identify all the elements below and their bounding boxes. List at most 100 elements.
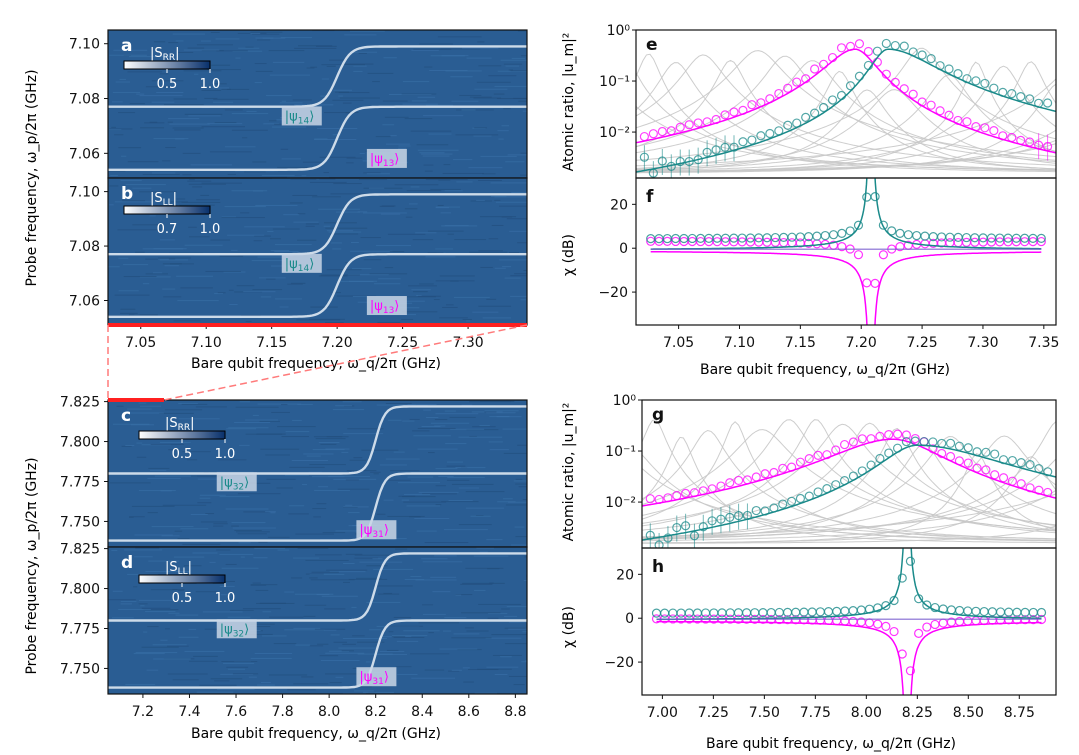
- ytick-b-2: 7.10: [69, 185, 100, 201]
- atomic-g-point-magenta: [839, 439, 850, 450]
- left-top-ylabel: Probe frequency, ω_p/2π (GHz): [24, 69, 40, 286]
- atomic-g-point-magenta: [831, 445, 841, 455]
- chi-h-point-teal: [651, 608, 662, 618]
- ytick-f-0: −20: [598, 285, 628, 301]
- atomic-g-point-magenta: [742, 475, 753, 485]
- ytick-h-1: 0: [625, 611, 634, 627]
- atomic-g-point-teal: [866, 460, 876, 470]
- chi-f-point-teal: [912, 230, 922, 241]
- atomic-e-point-magenta: [810, 64, 820, 74]
- chi-h-point-teal: [840, 606, 850, 616]
- atomic-e-point-magenta: [962, 117, 972, 127]
- atomic-e-point-magenta: [1034, 140, 1044, 150]
- chi-f-point-teal: [870, 192, 880, 202]
- chi-h-point-magenta: [922, 622, 932, 632]
- ytick-b-0: 7.06: [69, 294, 100, 310]
- atomic-e-point-magenta: [783, 83, 793, 93]
- atomic-e-plot: [636, 38, 1056, 178]
- atomic-g-point-magenta: [769, 467, 779, 478]
- atomic-g-point-magenta: [848, 437, 859, 447]
- atomic-e-point-teal: [890, 40, 900, 51]
- atomic-e-point-teal: [657, 156, 667, 166]
- atomic-g-point-magenta: [937, 448, 947, 459]
- colorbar-c-tick-0: 0.5: [172, 447, 193, 462]
- left-top-xlabel: Bare qubit frequency, ω_q/2π (GHz): [191, 356, 441, 372]
- atomic-g-point-magenta: [945, 451, 956, 462]
- chi-h-points-teal: [651, 556, 1047, 618]
- heatmap-d-frame: [107, 546, 528, 695]
- xtick-h-0: 7.00: [647, 705, 678, 721]
- atomic-e-points-magenta: [639, 39, 1053, 161]
- atomic-e-point-teal: [684, 156, 694, 167]
- ytick-d-1: 7.775: [60, 621, 100, 637]
- xtick-d-8: 8.8: [504, 704, 526, 720]
- atomic-g-point-teal: [804, 491, 814, 501]
- atomic-e-point-magenta: [935, 106, 945, 116]
- ytick-a-1: 7.08: [69, 92, 100, 108]
- chi-h-point-magenta: [979, 615, 989, 626]
- atomic-g-points-magenta: [645, 429, 1053, 505]
- atomic-g-point-magenta: [804, 453, 814, 464]
- atomic-g-point-teal: [716, 514, 726, 524]
- svg-text:|ψ32⟩: |ψ32⟩: [220, 622, 250, 639]
- colorbar-c-title: |SRR|: [165, 416, 195, 433]
- atomic-e-point-magenta: [989, 126, 999, 136]
- svg-text:|ψ31⟩: |ψ31⟩: [359, 670, 389, 687]
- atomic-e-point-teal: [971, 76, 981, 86]
- svg-text:|ψ14⟩: |ψ14⟩: [285, 109, 315, 126]
- atomic-g-point-teal: [919, 436, 929, 447]
- atomic-e-point-magenta: [881, 69, 891, 79]
- atomic-e-point-magenta: [971, 122, 981, 132]
- chi-h-point-teal: [815, 607, 825, 617]
- atomic-g-point-magenta: [866, 434, 876, 444]
- atomic-g-point-magenta: [963, 458, 973, 468]
- ytick-c-2: 7.800: [60, 435, 100, 451]
- atomic-g-point-teal: [760, 506, 770, 516]
- chi-f-point-teal: [853, 220, 864, 230]
- chi-ylabel-bottom: χ (dB): [561, 606, 577, 648]
- xtick-f-0: 7.05: [663, 335, 694, 351]
- atomic-e-point-magenta: [666, 126, 676, 136]
- panel-letter-d: d: [121, 553, 133, 573]
- ytick-d-0: 7.750: [60, 661, 100, 677]
- atomic-g-point-magenta: [645, 494, 655, 504]
- atomic-e-points-teal: [639, 38, 1053, 178]
- xtick-b-3: 7.20: [322, 335, 353, 351]
- atomic-g-point-magenta: [813, 450, 823, 460]
- atomic-e-point-teal: [989, 83, 999, 93]
- atomic-g-point-teal: [848, 471, 859, 481]
- chi-h-point-teal: [684, 608, 694, 618]
- panel-e: e 10⁻² 10⁻¹ 10⁰: [599, 23, 1057, 179]
- atomic-e-point-teal: [1007, 89, 1017, 99]
- ytick-f-2: 20: [610, 197, 628, 213]
- heatmap-d-branch-upper: [108, 552, 527, 622]
- chi-f-point-magenta: [853, 250, 864, 260]
- atomic-g-point-magenta: [901, 430, 912, 440]
- ytick-g-1: 10⁻¹: [605, 444, 636, 460]
- atomic-g-point-teal: [892, 443, 903, 453]
- xtick-b-4: 7.25: [387, 335, 418, 351]
- xtick-f-5: 7.30: [967, 335, 998, 351]
- atomic-e-point-teal: [675, 156, 685, 167]
- chi-f-point-teal: [878, 220, 888, 230]
- state-label-b-0: |ψ14⟩: [281, 253, 322, 274]
- atomic-g-point-teal: [689, 531, 700, 541]
- atomic-g-point-teal: [981, 447, 991, 457]
- panel-c: c |SRR| 0.5 1.0 |ψ32⟩ |ψ31⟩ 7.750 7.775 7.800 7.8…: [60, 395, 528, 548]
- xtick-h-1: 7.25: [698, 705, 729, 721]
- chi-f-point-teal: [812, 231, 822, 241]
- svg-text:|ψ13⟩: |ψ13⟩: [370, 299, 400, 316]
- chi-f-point-teal: [953, 232, 963, 243]
- ytick-e-0: 10⁻²: [599, 125, 630, 141]
- colorbar-d: |SLL| 0.5 1.0: [138, 560, 235, 606]
- colorbar-d-tick-0: 0.5: [172, 591, 193, 606]
- chi-h-point-teal: [799, 607, 809, 617]
- chi-h-point-teal: [881, 601, 891, 611]
- atomic-g-point-teal: [1034, 464, 1044, 474]
- colorbar-d-title: |SLL|: [165, 560, 192, 577]
- atomic-g-point-magenta: [1043, 487, 1053, 498]
- panel-letter-h: h: [652, 557, 664, 577]
- colorbar-a: |SRR| 0.5 1.0: [123, 46, 220, 92]
- state-label-a-1: |ψ13⟩: [366, 148, 407, 169]
- atomic-e-point-teal: [836, 90, 847, 101]
